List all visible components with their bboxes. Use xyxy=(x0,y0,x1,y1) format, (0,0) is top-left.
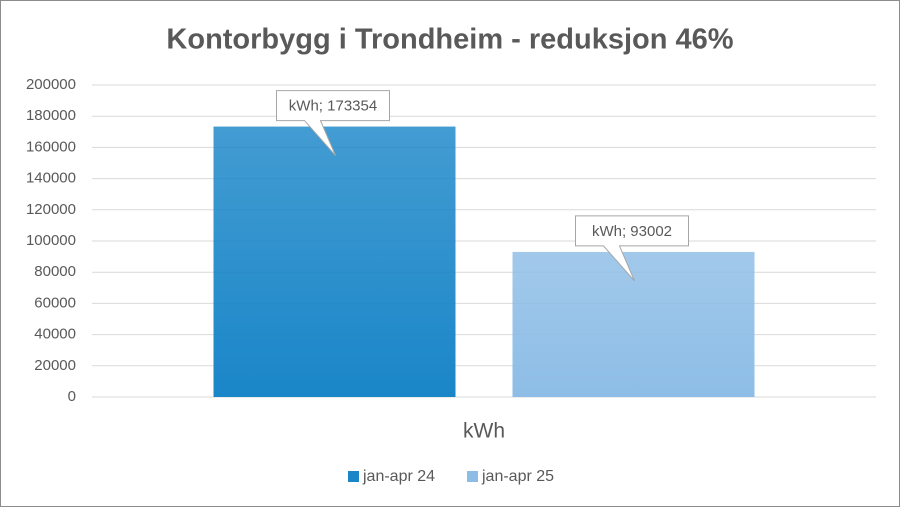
legend-swatch xyxy=(467,471,478,482)
x-tick-label: kWh xyxy=(463,420,505,443)
y-tick-label: 100000 xyxy=(26,232,76,249)
y-tick-label: 20000 xyxy=(34,357,76,374)
y-tick-label: 0 xyxy=(68,388,76,405)
legend-label: jan-apr 25 xyxy=(481,468,554,485)
legend-label: jan-apr 24 xyxy=(362,468,435,485)
chart-title: Kontorbygg i Trondheim - reduksjon 46% xyxy=(166,24,733,56)
data-label-callout xyxy=(575,215,689,282)
bar xyxy=(213,126,456,398)
data-label: kWh; 93002 xyxy=(592,223,672,240)
bar xyxy=(512,251,755,397)
y-tick-label: 40000 xyxy=(34,326,76,343)
y-tick-label: 140000 xyxy=(26,170,76,187)
y-tick-label: 200000 xyxy=(26,76,76,93)
y-tick-label: 60000 xyxy=(34,294,76,311)
y-tick-label: 80000 xyxy=(34,263,76,280)
data-label-callout xyxy=(276,90,390,156)
y-tick-label: 120000 xyxy=(26,201,76,218)
data-label: kWh; 173354 xyxy=(289,98,377,115)
y-tick-label: 160000 xyxy=(26,138,76,155)
y-tick-label: 180000 xyxy=(26,107,76,124)
legend-swatch xyxy=(348,471,359,482)
